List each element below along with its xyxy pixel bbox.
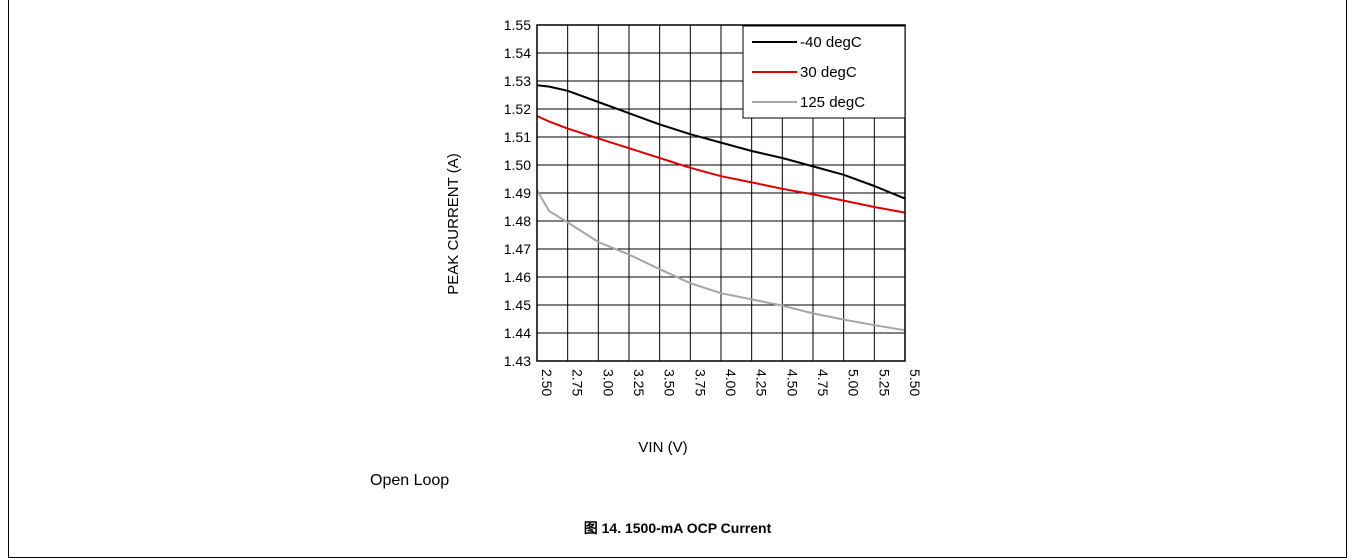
x-tick-labels: 2.50 2.75 3.00 3.25 3.50 3.75 4.00 4.25 4.50 4.75… — [539, 369, 923, 396]
series-lines — [536, 84, 906, 332]
legend-label: 125 degC — [800, 94, 865, 111]
x-tick-label: 4.50 — [784, 369, 800, 396]
y-tick-label: 1.50 — [504, 157, 531, 173]
legend: -40 degC 30 degC 125 degC — [742, 25, 906, 119]
series-line-125-degc — [536, 189, 906, 332]
y-axis-label: PEAK CURRENT (A) — [445, 153, 462, 294]
x-tick-label: 4.25 — [754, 369, 770, 396]
y-tick-label: 1.46 — [504, 269, 531, 285]
y-tick-label: 1.45 — [504, 297, 531, 313]
plot-area-border — [536, 24, 906, 362]
legend-label: 30 degC — [800, 64, 857, 81]
y-tick-label: 1.54 — [504, 45, 531, 61]
x-tick-label: 5.25 — [876, 369, 892, 396]
x-axis-label: VIN (V) — [638, 439, 687, 456]
y-tick-label: 1.49 — [504, 185, 531, 201]
series-line-30-degc — [536, 115, 906, 214]
y-tick-label: 1.53 — [504, 73, 531, 89]
x-tick-label: 2.75 — [570, 369, 586, 396]
x-tick-label: 5.50 — [907, 369, 923, 396]
series-line--40-degc — [536, 84, 906, 200]
x-tick-label: 4.75 — [815, 369, 831, 396]
figure-caption: 图 14. 1500-mA OCP Current — [583, 520, 772, 536]
y-tick-label: 1.48 — [504, 213, 531, 229]
x-tick-label: 3.25 — [631, 369, 647, 396]
y-tick-label: 1.51 — [504, 129, 531, 145]
x-tick-label: 3.00 — [600, 369, 616, 396]
x-tick-label: 3.50 — [662, 369, 678, 396]
x-tick-label: 4.00 — [723, 369, 739, 396]
legend-label: -40 degC — [800, 34, 862, 51]
y-tick-labels: 1.43 1.44 1.45 1.46 1.47 1.48 1.49 1.50 1.51 1.52… — [504, 17, 531, 369]
condition-note: Open Loop — [370, 472, 450, 489]
plot-border — [536, 24, 906, 362]
y-tick-label: 1.47 — [504, 241, 531, 257]
x-tick-label: 5.00 — [846, 369, 862, 396]
y-tick-label: 1.52 — [504, 101, 531, 117]
y-tick-label: 1.43 — [504, 353, 531, 369]
y-tick-label: 1.44 — [504, 325, 531, 341]
y-tick-label: 1.55 — [504, 17, 531, 33]
x-tick-label: 2.50 — [539, 369, 555, 396]
x-tick-label: 3.75 — [692, 369, 708, 396]
